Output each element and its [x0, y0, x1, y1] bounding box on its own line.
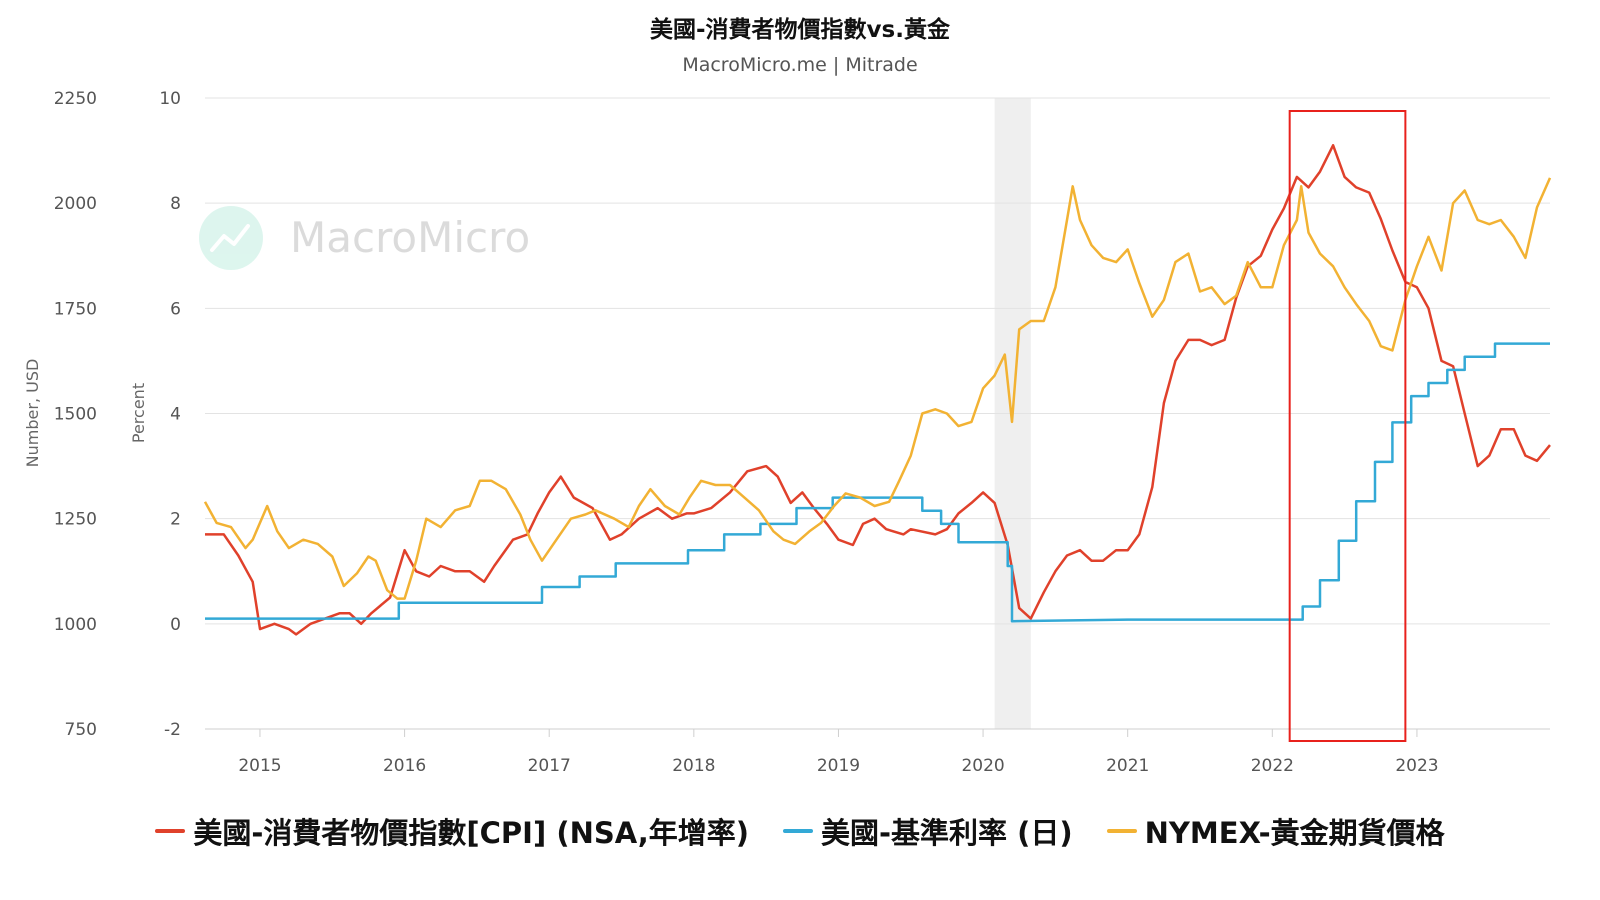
right-axis-tick-label: 10: [159, 89, 181, 109]
right-axis-tick-label: 4: [170, 405, 181, 425]
x-axis-tick-label: 2018: [672, 756, 715, 776]
left-axis-tick-label: 1000: [54, 615, 97, 635]
x-axis-tick-label: 2021: [1106, 756, 1149, 776]
watermark-logo-mark: [210, 224, 250, 252]
x-axis-tick-label: 2016: [383, 756, 426, 776]
right-axis-title: Percent: [129, 383, 148, 443]
right-axis-tick-label: 6: [170, 299, 181, 319]
x-axis-tick-label: 2015: [238, 756, 281, 776]
watermark-logo-icon: [199, 206, 263, 270]
legend-swatch-gold: [1106, 829, 1137, 833]
legend-label-cpi: 美國-消費者物價指數[CPI] (NSA,年增率): [193, 816, 749, 850]
legend: 美國-消費者物價指數[CPI] (NSA,年增率) 美國-基準利率 (日) NY…: [0, 810, 1600, 852]
legend-swatch-cpi: [155, 829, 186, 833]
left-axis-tick-label: 750: [65, 720, 97, 740]
legend-label-gold: NYMEX-黃金期貨價格: [1144, 816, 1445, 850]
legend-item-gold[interactable]: NYMEX-黃金期貨價格: [1106, 810, 1445, 852]
watermark: MacroMicro: [199, 206, 530, 270]
x-axis-tick-label: 2019: [817, 756, 860, 776]
left-axis-tick-label: 1250: [54, 510, 97, 530]
left-axis-title: Number, USD: [23, 359, 42, 468]
x-axis-tick-label: 2022: [1251, 756, 1294, 776]
x-axis-tick-label: 2017: [528, 756, 571, 776]
legend-item-cpi[interactable]: 美國-消費者物價指數[CPI] (NSA,年增率): [155, 810, 749, 852]
legend-item-rate[interactable]: 美國-基準利率 (日): [783, 810, 1073, 852]
highlight-box: [1288, 110, 1407, 742]
legend-label-rate: 美國-基準利率 (日): [821, 816, 1073, 850]
right-axis-tick-label: -2: [164, 720, 181, 740]
chart-subtitle: MacroMicro.me | Mitrade: [682, 54, 918, 76]
legend-swatch-rate: [783, 829, 813, 833]
x-axis-tick-label: 2020: [961, 756, 1004, 776]
right-axis-tick-label: 8: [170, 194, 181, 214]
chart-title: 美國-消費者物價指數vs.黃金: [650, 17, 950, 43]
series-line-cpi: [205, 144, 1551, 636]
watermark-text: MacroMicro: [290, 213, 530, 262]
series-line-gold: [203, 177, 1552, 600]
right-axis-tick-label: 0: [170, 615, 181, 635]
left-axis-tick-label: 1500: [54, 405, 97, 425]
right-axis-tick-label: 2: [170, 510, 181, 530]
x-axis-tick-label: 2023: [1395, 756, 1438, 776]
left-axis-tick-label: 2250: [54, 89, 97, 109]
left-axis-tick-label: 2000: [54, 194, 97, 214]
left-axis-tick-label: 1750: [54, 299, 97, 319]
series-line-rate: [205, 342, 1550, 623]
